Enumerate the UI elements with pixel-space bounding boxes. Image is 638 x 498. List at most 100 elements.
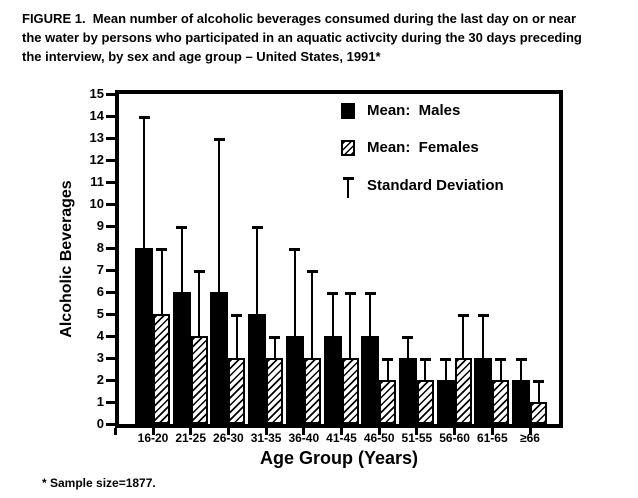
sd-line-females-≥66 xyxy=(537,381,540,402)
legend-females-label: Mean: Females xyxy=(367,139,479,156)
sd-line-males-56-60 xyxy=(444,359,447,380)
figure-title-line: the interview, by sex and age group – Un… xyxy=(22,49,381,64)
x-axis-tick xyxy=(302,428,306,435)
y-axis-tick-label: 1 xyxy=(96,394,104,409)
sd-line-males-16-20 xyxy=(143,117,145,248)
sd-cap-males-21-25 xyxy=(176,226,188,229)
sample-size-footnote: * Sample size=1877. xyxy=(42,476,156,490)
y-axis-tick xyxy=(106,92,115,96)
sd-cap-females-26-30 xyxy=(231,314,243,317)
x-axis-tick-label: 41-45 xyxy=(326,431,357,445)
y-axis-tick-label: 4 xyxy=(96,328,104,343)
bar-males-≥66 xyxy=(512,380,530,424)
y-axis-tick xyxy=(106,246,115,250)
bar-females-36-40 xyxy=(303,358,321,424)
bar-males-21-25 xyxy=(172,292,191,424)
bar-males-26-30 xyxy=(210,292,229,424)
bar-females-16-20 xyxy=(153,314,170,424)
y-axis-tick xyxy=(106,136,115,140)
x-axis-tick xyxy=(490,428,494,435)
x-axis-tick xyxy=(377,428,381,435)
y-axis-tick xyxy=(106,400,115,404)
sd-line-males-≥66 xyxy=(520,359,522,380)
figure-title-line: FIGURE 1. Mean number of alcoholic bever… xyxy=(22,11,577,26)
x-axis-tick xyxy=(340,428,343,435)
y-axis-tick-label: 3 xyxy=(96,350,104,365)
sd-line-males-21-25 xyxy=(180,227,183,292)
legend-males-label: Mean: Males xyxy=(367,102,461,119)
legend-females-swatch-icon xyxy=(341,140,355,156)
y-axis-tick xyxy=(106,356,115,360)
sd-line-females-51-55 xyxy=(424,359,427,380)
figure-title-line: the water by persons who participated in… xyxy=(22,30,582,45)
y-axis-tick-label: 8 xyxy=(96,240,104,255)
sd-cap-females-≥66 xyxy=(533,380,544,383)
sd-line-males-26-30 xyxy=(218,139,221,292)
sd-cap-females-61-65 xyxy=(495,358,507,361)
sd-cap-females-41-45 xyxy=(344,292,356,295)
y-axis-tick-label: 2 xyxy=(96,372,104,387)
x-axis-tick-label: 56-60 xyxy=(439,431,470,445)
y-axis-tick-label: 10 xyxy=(89,196,104,211)
x-axis-tick xyxy=(189,428,193,435)
x-axis-tick-label: 61-65 xyxy=(476,431,508,445)
sd-line-males-31-35 xyxy=(256,227,259,314)
y-axis-tick-label: 5 xyxy=(96,306,104,321)
y-axis-tick xyxy=(106,224,115,228)
bar-males-41-45 xyxy=(323,336,342,424)
sd-line-females-21-25 xyxy=(198,271,201,336)
y-axis-tick-label: 14 xyxy=(89,108,104,123)
sd-line-females-26-30 xyxy=(235,315,238,358)
x-axis-tick-label: 31-35 xyxy=(250,431,282,445)
y-axis-tick xyxy=(106,422,115,426)
y-axis-tick xyxy=(106,290,115,294)
figure-title: FIGURE 1. Mean number of alcoholic bever… xyxy=(22,9,628,66)
y-axis-tick-label: 12 xyxy=(89,152,104,167)
sd-line-females-41-45 xyxy=(349,293,351,358)
bar-females-21-25 xyxy=(190,336,208,424)
sd-cap-males-46-50 xyxy=(364,292,376,295)
bar-females-61-65 xyxy=(492,380,510,424)
sd-cap-females-21-25 xyxy=(193,270,205,273)
sd-line-males-61-65 xyxy=(482,315,485,358)
legend-standard-deviation-label: Standard Deviation xyxy=(367,177,504,194)
sd-line-males-41-45 xyxy=(331,293,334,336)
y-axis-tick xyxy=(106,268,115,272)
bar-males-31-35 xyxy=(248,314,267,424)
sd-cap-males-56-60 xyxy=(440,358,452,361)
bar-males-36-40 xyxy=(285,336,304,424)
bar-females-26-30 xyxy=(228,358,246,424)
bar-females-46-50 xyxy=(379,380,397,424)
y-axis-tick-label: 7 xyxy=(96,262,104,277)
x-axis-tick-label: 51-55 xyxy=(401,431,433,445)
y-axis-tick-label: 13 xyxy=(89,130,104,145)
x-axis-tick-label: 21-25 xyxy=(175,431,207,445)
bar-males-61-65 xyxy=(474,358,493,424)
bar-females-≥66 xyxy=(530,402,547,424)
y-axis-tick-label: 15 xyxy=(89,86,104,101)
x-axis-origin-tick xyxy=(114,428,117,435)
x-axis-tick xyxy=(528,428,532,435)
x-axis-tick xyxy=(226,428,230,435)
sd-line-females-56-60 xyxy=(462,315,465,358)
sd-cap-males-16-20 xyxy=(138,116,150,119)
x-axis-tick-label: ≥66 xyxy=(520,431,540,445)
sd-cap-males-41-45 xyxy=(327,292,338,295)
bar-males-16-20 xyxy=(135,248,153,424)
sd-line-males-46-50 xyxy=(369,293,372,336)
sd-cap-females-36-40 xyxy=(306,270,318,273)
x-axis-tick xyxy=(415,428,419,435)
y-axis-tick xyxy=(106,378,115,382)
y-axis-tick xyxy=(106,114,115,118)
sd-cap-females-31-35 xyxy=(269,336,281,339)
bar-females-56-60 xyxy=(454,358,472,424)
sd-line-females-46-50 xyxy=(386,359,389,380)
sd-cap-females-16-20 xyxy=(156,248,167,251)
sd-cap-females-46-50 xyxy=(382,358,394,361)
y-axis-title: Alcoholic Beverages xyxy=(58,180,75,338)
bar-females-31-35 xyxy=(266,358,284,424)
x-axis-tick xyxy=(453,428,457,435)
y-axis-tick xyxy=(106,312,115,316)
x-axis-tick-label: 36-40 xyxy=(288,431,320,445)
